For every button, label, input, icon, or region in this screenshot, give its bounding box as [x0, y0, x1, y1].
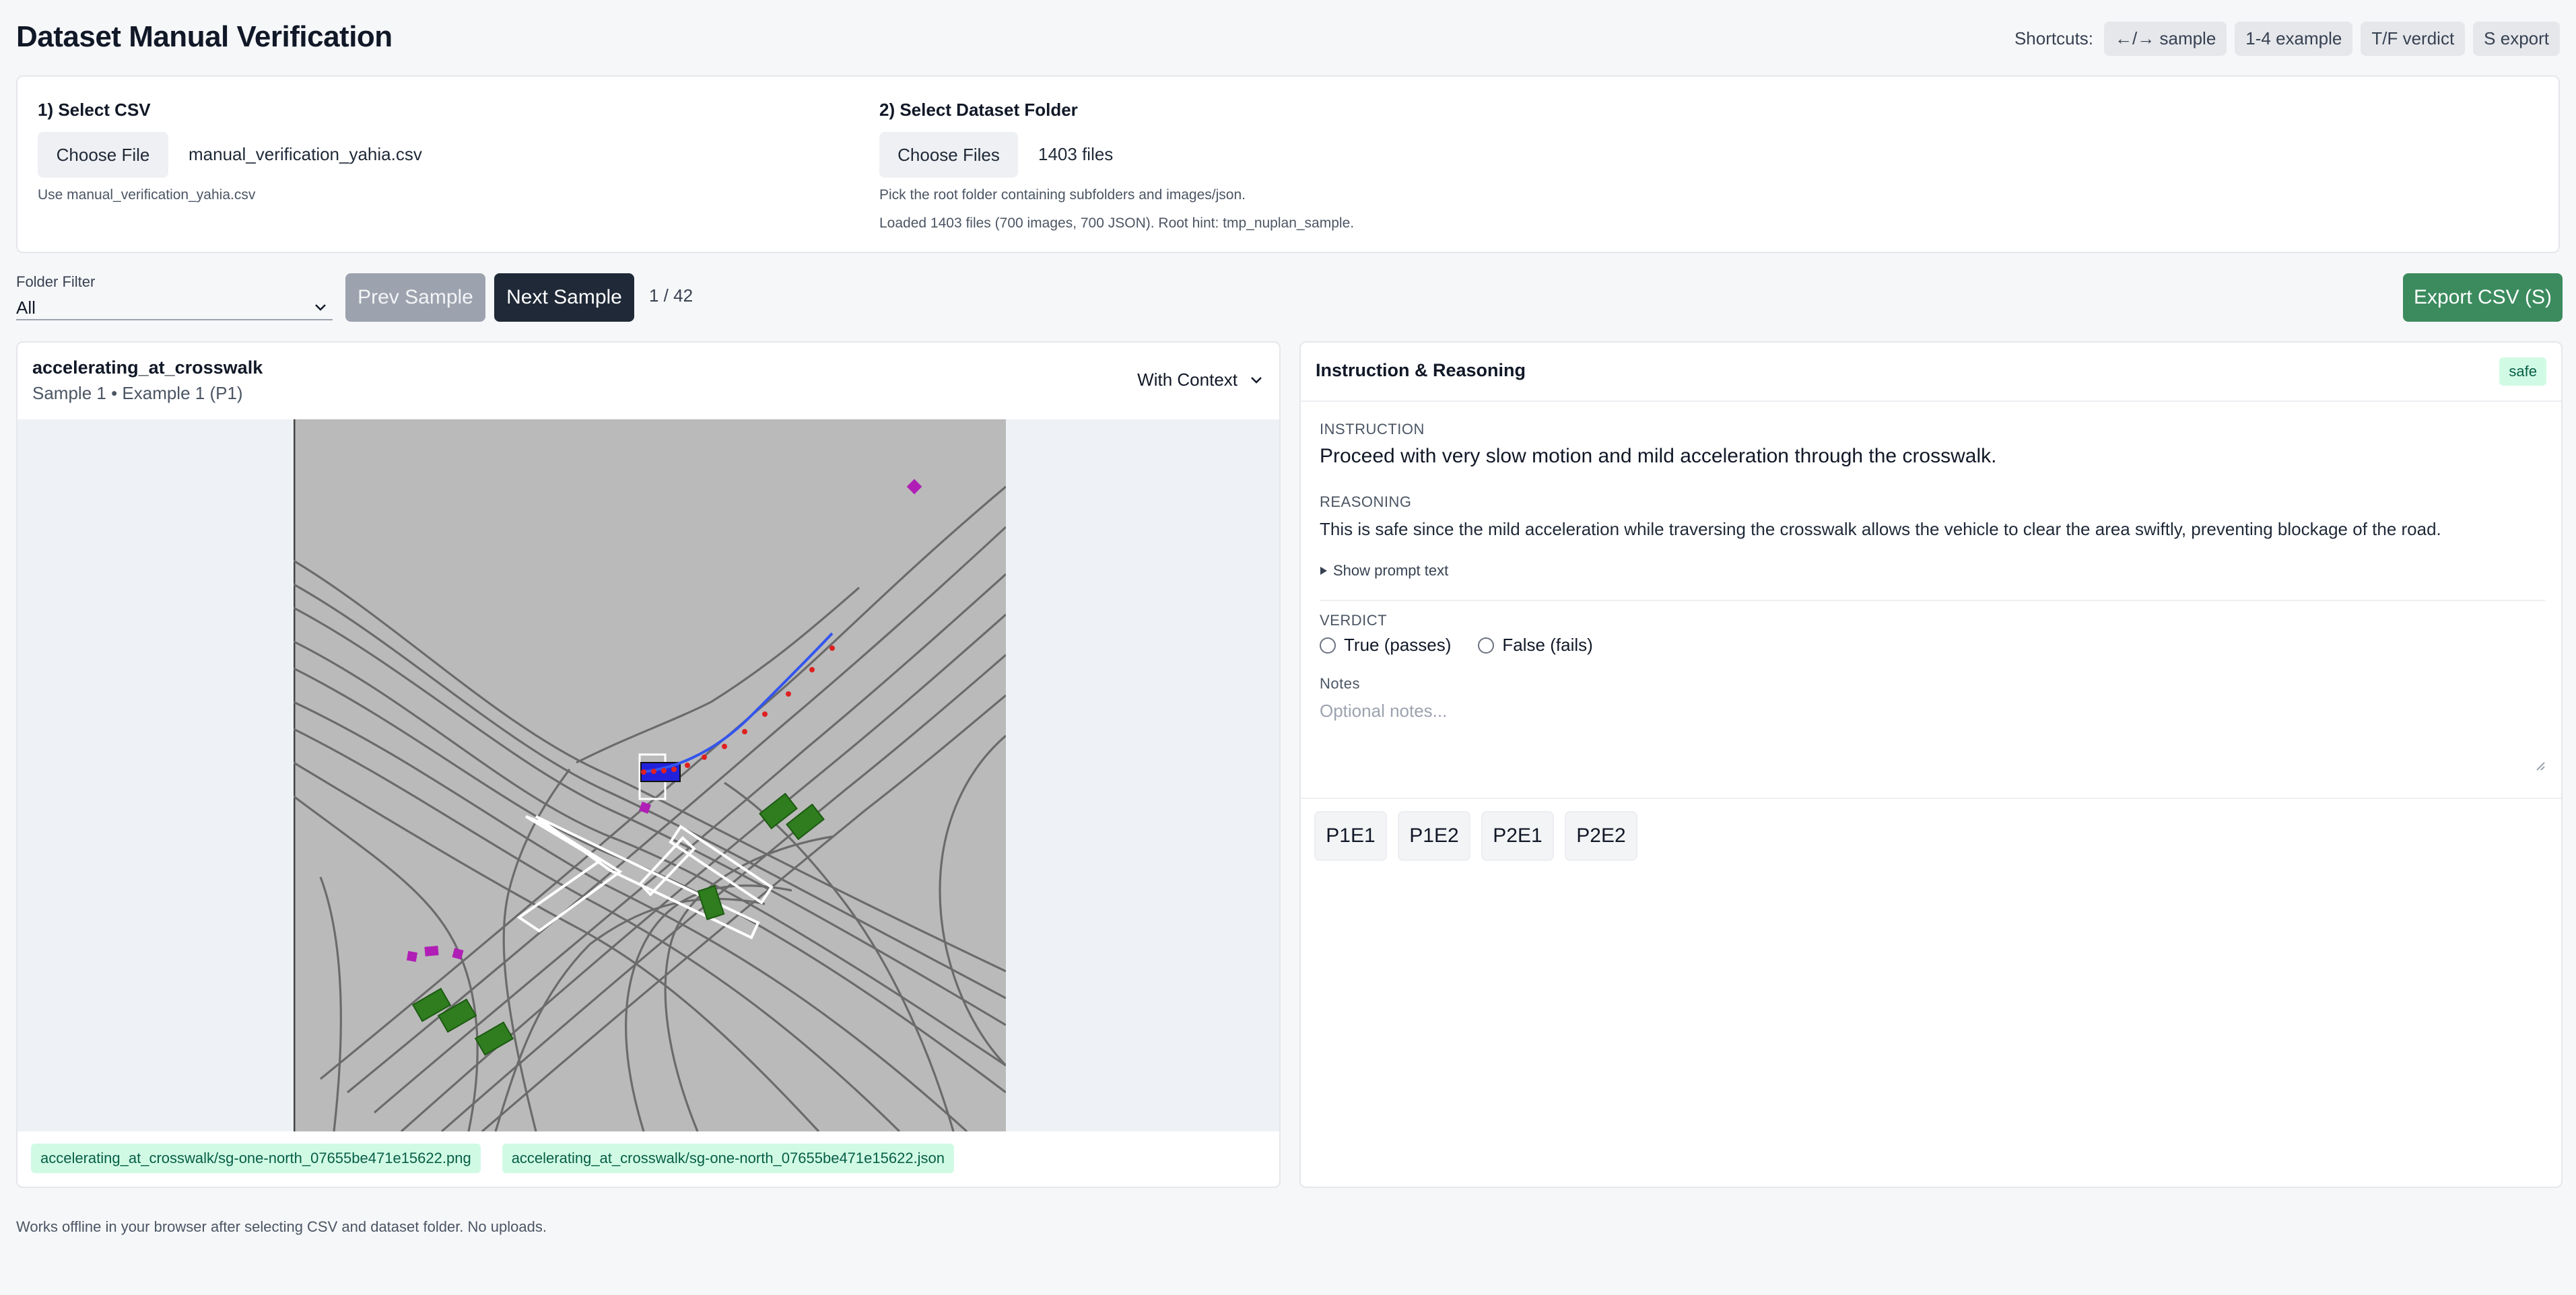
csv-hint: Use manual_verification_yahia.csv — [38, 187, 256, 203]
verdict-false-option[interactable]: False (fails) — [1478, 635, 1593, 656]
folder-file-count: 1403 files — [1038, 144, 1114, 164]
example-button-p1e1[interactable]: P1E1 — [1314, 811, 1387, 861]
verdict-false-radio[interactable] — [1478, 637, 1495, 654]
verdict-divider — [1320, 600, 2545, 601]
safety-badge: safe — [2499, 357, 2546, 386]
shortcut-export: S export — [2473, 21, 2560, 56]
reasoning-card-title: Instruction & Reasoning — [1316, 360, 1526, 380]
verdict-label: VERDICT — [1320, 612, 1388, 629]
verdict-true-option[interactable]: True (passes) — [1320, 635, 1451, 656]
agent-vehicles — [411, 792, 825, 1056]
shortcuts-label: Shortcuts: — [2014, 28, 2094, 48]
resize-handle-icon[interactable] — [2534, 760, 2545, 771]
folder-filter-label: Folder Filter — [16, 273, 96, 290]
example-button-p2e1[interactable]: P2E1 — [1481, 811, 1554, 861]
next-sample-button[interactable]: Next Sample — [494, 273, 634, 322]
folder-filter-select[interactable]: All — [16, 296, 333, 320]
crosswalks — [516, 815, 774, 940]
show-prompt-toggle[interactable]: Show prompt text — [1320, 562, 1448, 580]
notes-label: Notes — [1320, 675, 1360, 692]
folder-filter-value: All — [16, 297, 36, 318]
shortcut-verdict: T/F verdict — [2361, 21, 2466, 56]
header-divider — [1301, 400, 2561, 402]
examples-divider — [1301, 798, 2561, 799]
example-button-p1e2[interactable]: P1E2 — [1398, 811, 1470, 861]
export-csv-button[interactable]: Export CSV (S) — [2403, 273, 2563, 322]
sample-subtitle: Sample 1 • Example 1 (P1) — [32, 383, 243, 403]
folder-loaded-status: Loaded 1403 files (700 images, 700 JSON)… — [879, 215, 1355, 231]
instruction-text: Proceed with very slow motion and mild a… — [1320, 445, 1997, 467]
context-mode-select[interactable]: With Context — [1137, 370, 1263, 390]
caret-right-icon — [1320, 567, 1327, 575]
sample-counter: 1 / 42 — [649, 285, 693, 306]
example-buttons: P1E1 P1E2 P2E1 P2E2 — [1314, 811, 1637, 861]
csv-file-name: manual_verification_yahia.csv — [189, 144, 422, 164]
choose-folder-button[interactable]: Choose Files — [879, 132, 1018, 178]
verdict-true-radio[interactable] — [1320, 637, 1336, 654]
shortcut-sample: ←/→ sample — [2104, 21, 2227, 56]
verdict-options: True (passes) False (fails) — [1320, 635, 1593, 656]
show-prompt-label: Show prompt text — [1333, 562, 1449, 579]
verdict-false-label: False (fails) — [1502, 635, 1593, 655]
chevron-down-icon — [1251, 376, 1262, 384]
reasoning-label: REASONING — [1320, 493, 1412, 510]
notes-placeholder: Optional notes... — [1320, 701, 1448, 721]
page-title: Dataset Manual Verification — [16, 20, 393, 53]
verdict-true-label: True (passes) — [1344, 635, 1452, 655]
choose-csv-button[interactable]: Choose File — [38, 132, 168, 178]
chevron-down-icon — [315, 304, 326, 311]
json-file-chip: accelerating_at_crosswalk/sg-one-north_0… — [502, 1144, 955, 1173]
scene-image — [294, 419, 1006, 1131]
context-mode-value: With Context — [1137, 370, 1238, 390]
reasoning-card: Instruction & Reasoning safe INSTRUCTION… — [1299, 341, 2563, 1188]
footer-note: Works offline in your browser after sele… — [16, 1218, 547, 1235]
notes-textarea[interactable]: Optional notes... — [1320, 701, 2545, 771]
sample-name: accelerating_at_crosswalk — [32, 357, 263, 378]
csv-section-title: 1) Select CSV — [38, 100, 151, 120]
ego-trajectory — [640, 632, 834, 773]
reasoning-text: This is safe since the mild acceleration… — [1320, 519, 2441, 539]
shortcuts-bar: Shortcuts: ←/→ sample 1-4 example T/F ve… — [2014, 20, 2560, 57]
folder-hint: Pick the root folder containing subfolde… — [879, 187, 1246, 203]
folder-section-title: 2) Select Dataset Folder — [879, 100, 1078, 120]
example-button-p2e2[interactable]: P2E2 — [1565, 811, 1637, 861]
sample-card: accelerating_at_crosswalk Sample 1 • Exa… — [16, 341, 1281, 1188]
image-file-chip: accelerating_at_crosswalk/sg-one-north_0… — [31, 1144, 481, 1173]
prev-sample-button[interactable]: Prev Sample — [345, 273, 485, 322]
file-chips: accelerating_at_crosswalk/sg-one-north_0… — [31, 1144, 955, 1173]
config-card: 1) Select CSV Choose File manual_verific… — [16, 75, 2560, 253]
trajectory-points — [641, 645, 835, 775]
shortcut-example: 1-4 example — [2235, 21, 2353, 56]
scene-image-area — [18, 419, 1279, 1131]
instruction-label: INSTRUCTION — [1320, 421, 1425, 438]
